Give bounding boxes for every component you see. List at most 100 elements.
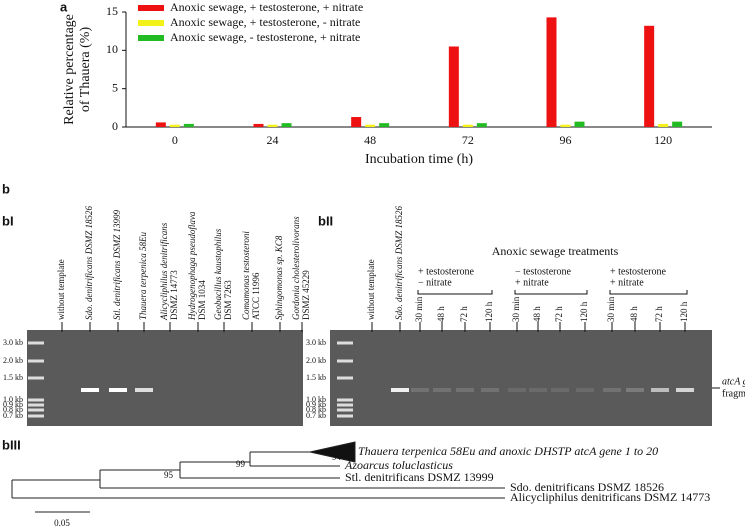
ladder-band — [28, 414, 44, 418]
bar — [644, 25, 655, 127]
gel-band — [603, 388, 621, 392]
lane-label: Thauera terpenica 58Eu — [138, 232, 148, 320]
bar — [281, 123, 292, 127]
gel-band — [576, 388, 594, 392]
group-label: + testosterone — [418, 266, 474, 277]
taxon: Alicycliphilus denitrificans DSMZ 14773 — [510, 490, 710, 504]
legend-label: Anoxic sewage, - testosterone, + nitrate — [170, 30, 360, 44]
gel-band — [676, 388, 694, 392]
taxon: Stl. denitrificans DSMZ 13999 — [345, 470, 494, 484]
lane-label: Geobacillus kaustophilus — [213, 228, 223, 320]
lane-label: 120 h — [484, 301, 494, 322]
gel-band — [551, 388, 569, 392]
lane-label: 72 h — [654, 306, 664, 322]
bar — [253, 123, 264, 127]
gel-band — [481, 388, 499, 392]
x-tick-label: 120 — [654, 133, 672, 147]
lane-label: DSM 1034 — [197, 280, 207, 320]
ladder-band — [337, 414, 353, 418]
ladder-label: 0.8 kb — [3, 405, 23, 414]
lane-label: Comamonas testosteroni — [241, 231, 251, 320]
lane-label: 72 h — [459, 306, 469, 322]
legend-swatch — [138, 5, 164, 11]
lane-label: 72 h — [554, 306, 564, 322]
gel-band — [433, 388, 451, 392]
bar — [267, 124, 278, 127]
panel-label: bIII — [2, 437, 21, 452]
legend-label: Anoxic sewage, + testosterone, - nitrate — [170, 15, 360, 29]
band-label: atcA gene — [722, 376, 745, 387]
x-tick-label: 24 — [267, 133, 279, 147]
gel-band — [411, 388, 429, 392]
ladder-label: 2.0 kb — [3, 356, 23, 365]
ladder-band — [337, 398, 353, 402]
y-axis-label: of Thauera (%) — [78, 27, 93, 113]
group-label: + testosterone — [610, 266, 666, 277]
lane-label: ATCC 11996 — [251, 272, 261, 320]
ladder-label: 1.5 kb — [306, 373, 326, 382]
ladder-label: 0.9 kb — [306, 400, 326, 409]
y-tick-label: 5 — [112, 80, 118, 94]
x-tick-label: 0 — [172, 133, 178, 147]
ladder-label: 1.0 kb — [306, 395, 326, 404]
bar — [476, 123, 487, 127]
tree — [11, 441, 505, 513]
gel-band — [456, 388, 474, 392]
ladder-band — [28, 376, 44, 380]
bar — [379, 123, 390, 127]
lane-label: without template — [366, 259, 376, 320]
ladder-label: 0.8 kb — [306, 405, 326, 414]
group-bracket — [417, 290, 493, 295]
taxon: Thauera terpenica 58Eu and anoxic DHSTP … — [358, 444, 658, 458]
gel-band — [529, 388, 547, 392]
lane-label: DSMZ 14773 — [169, 270, 179, 320]
bar — [546, 17, 557, 127]
x-tick-label: 96 — [560, 133, 572, 147]
ladder-band — [28, 341, 44, 345]
gel-band — [81, 388, 99, 392]
ladder-label: 3.0 kb — [3, 338, 23, 347]
gel-band — [135, 388, 153, 392]
lane-label: Alicycliphilus denitrificans — [159, 222, 169, 321]
lane-label: Gordonia cholesterolivorans — [291, 216, 301, 320]
taxon: Sdo. denitrificans DSMZ 18526 — [510, 480, 664, 494]
lane-label: 30 min — [511, 296, 521, 322]
panel-label: a — [60, 0, 68, 14]
bar — [365, 124, 376, 127]
bar — [169, 124, 180, 127]
ladder-label: 1.5 kb — [3, 373, 23, 382]
bar — [448, 46, 459, 127]
ladder-band — [337, 403, 353, 407]
bar — [672, 121, 683, 127]
bar — [574, 121, 585, 127]
bootstrap: 95 — [164, 470, 174, 480]
panel-label: bI — [2, 213, 14, 228]
y-axis-label: Relative percentage — [62, 14, 77, 125]
group-label: − testosterone — [515, 266, 571, 277]
ladder-label: 1.0 kb — [3, 395, 23, 404]
ladder-band — [337, 359, 353, 363]
lane-label: Sphingomonas sp. KC8 — [274, 235, 284, 320]
gel-band — [109, 388, 127, 392]
gel-image — [27, 330, 303, 426]
ladder-band — [337, 376, 353, 380]
bar — [183, 123, 194, 127]
gel-image — [330, 330, 712, 426]
lane-label: 48 h — [436, 306, 446, 322]
y-tick-label: 10 — [106, 42, 118, 56]
lane-label: Hydrogenophaga pseudoflava — [187, 211, 197, 321]
legend-swatch — [138, 35, 164, 41]
taxon: Azoarcus toluclasticus — [344, 458, 453, 472]
ladder-label: 0.7 kb — [3, 411, 23, 420]
lane-label: 48 h — [532, 306, 542, 322]
lane-label: DSM 7263 — [223, 280, 233, 320]
gel-band — [626, 388, 644, 392]
lane-label: Sdo. denitrificans DSMZ 18526 — [84, 206, 94, 320]
x-tick-label: 48 — [364, 133, 376, 147]
ladder-band — [337, 408, 353, 412]
bar — [462, 124, 473, 127]
lane-label: without template — [56, 259, 66, 320]
legend-label: Anoxic sewage, + testosterone, + nitrate — [170, 0, 363, 14]
bar — [560, 124, 571, 127]
lane-label: 120 h — [679, 301, 689, 322]
